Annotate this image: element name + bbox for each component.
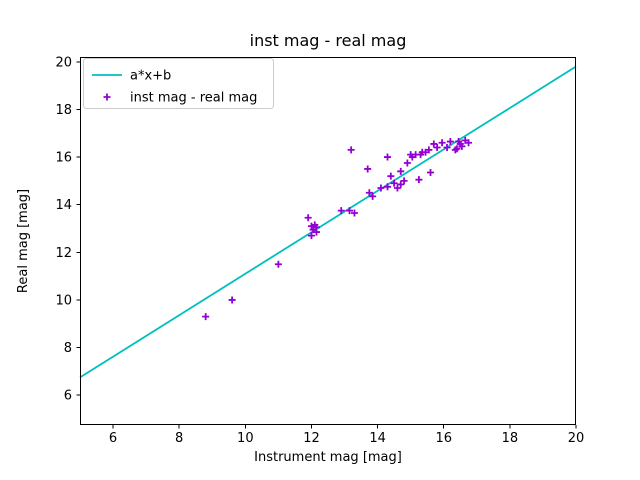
- scatter-point: [364, 165, 372, 173]
- legend-box: [83, 58, 274, 109]
- scatter-point: [427, 169, 435, 177]
- legend: a*x+b inst mag - real mag: [83, 58, 274, 109]
- legend-entry-scatter: inst mag - real mag: [130, 91, 257, 106]
- scatter-point: [390, 179, 398, 187]
- fit-line: [79, 65, 577, 379]
- x-axis-label: Instrument mag [mag]: [254, 450, 402, 465]
- scatter-point: [415, 176, 423, 184]
- scatter-point: [202, 313, 210, 321]
- scatter-point: [312, 228, 320, 236]
- scatter-point: [458, 142, 466, 150]
- scatter-point: [369, 192, 377, 200]
- x-tick-label: 6: [109, 431, 117, 446]
- y-tick-label: 6: [64, 389, 72, 404]
- scatter-point: [403, 159, 411, 167]
- plot-area: 6 8 10 12 14 16 18 20 6 8 10 12 14 16 18 20: [55, 55, 584, 446]
- scatter-point: [384, 153, 392, 161]
- scatter-point: [397, 167, 405, 175]
- scatter-point: [337, 207, 345, 215]
- scatter-point: [387, 172, 395, 180]
- chart-title: inst mag - real mag: [250, 31, 407, 50]
- legend-plus-marker: [103, 93, 111, 101]
- scatter-point: [438, 139, 446, 147]
- y-tick-label: 10: [55, 293, 72, 308]
- scatter-point: [307, 232, 315, 240]
- scatter-point: [400, 177, 408, 185]
- scatter-point: [274, 260, 282, 268]
- scatter-point: [347, 146, 355, 154]
- scatter-point: [377, 184, 385, 192]
- scatter-point: [425, 146, 433, 154]
- x-tick-label: 16: [435, 431, 452, 446]
- scatter-point: [393, 184, 401, 192]
- scatter-point: [433, 144, 441, 152]
- scatter-point: [397, 180, 405, 188]
- scatter-point: [228, 296, 236, 304]
- scatter-point: [365, 189, 373, 197]
- scatter-point: [430, 140, 438, 148]
- legend-entry-fit-line: a*x+b: [130, 69, 171, 84]
- y-tick-label: 12: [55, 246, 72, 261]
- scatter-point: [304, 214, 312, 222]
- scatter-point: [443, 144, 451, 152]
- scatter-point: [350, 209, 358, 217]
- y-tick-label: 16: [55, 151, 72, 166]
- x-tick-label: 12: [303, 431, 320, 446]
- scatter-point: [345, 207, 353, 215]
- scatter-point: [307, 222, 315, 230]
- y-tick-label: 8: [64, 341, 72, 356]
- axes-spines: [80, 57, 576, 425]
- x-tick-label: 8: [175, 431, 183, 446]
- scatter-point: [453, 145, 461, 153]
- y-tick-label: 20: [55, 55, 72, 70]
- scatter-point: [384, 183, 392, 191]
- scatter-point: [446, 138, 454, 146]
- x-tick-label: 10: [237, 431, 254, 446]
- x-tick-label: 18: [502, 431, 519, 446]
- y-tick-label: 18: [55, 103, 72, 118]
- y-tick-label: 14: [55, 198, 72, 213]
- x-tick-label: 20: [568, 431, 585, 446]
- x-tick-label: 14: [369, 431, 386, 446]
- scatter-point: [465, 139, 473, 147]
- y-axis-label: Real mag [mag]: [16, 189, 31, 293]
